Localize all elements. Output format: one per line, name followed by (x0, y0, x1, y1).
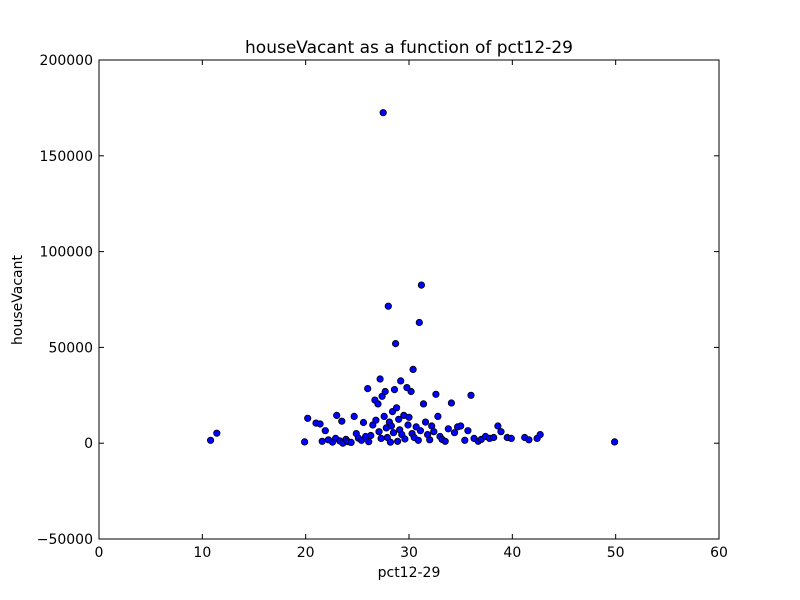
data-point (380, 412, 388, 420)
x-tick-label: 30 (400, 545, 418, 561)
data-point (391, 339, 400, 348)
data-point (404, 421, 412, 429)
data-point (450, 429, 459, 437)
data-point (467, 391, 475, 399)
data-point (536, 430, 544, 439)
data-point (381, 387, 389, 396)
x-tick-label: 50 (607, 545, 625, 561)
data-point (379, 109, 387, 117)
data-point (393, 437, 402, 445)
data-point (444, 425, 452, 433)
data-point (507, 434, 515, 442)
data-point (365, 438, 373, 446)
data-point (464, 427, 472, 435)
data-point (407, 387, 415, 396)
data-point (316, 420, 324, 428)
data-point (409, 365, 417, 373)
data-point (384, 302, 392, 310)
data-point (364, 384, 372, 393)
data-point (376, 375, 384, 383)
data-point (525, 436, 533, 444)
data-point (367, 431, 375, 440)
data-point (430, 428, 438, 436)
data-point (300, 438, 309, 446)
data-point (417, 281, 425, 289)
data-point (490, 433, 498, 442)
data-point (405, 413, 413, 421)
data-point (426, 436, 434, 444)
data-point (392, 404, 401, 412)
y-axis: −50000 0 50000 100000 150000 200000 (37, 53, 719, 548)
x-tick-label: 10 (193, 545, 211, 561)
data-point (419, 400, 428, 408)
x-tick-label: 40 (503, 545, 521, 561)
data-point (416, 427, 424, 435)
y-tick-label: 100000 (40, 245, 93, 261)
data-point (304, 414, 312, 422)
data-point (414, 436, 422, 444)
data-point (377, 434, 385, 442)
data-point (497, 428, 505, 436)
data-point (350, 412, 358, 420)
data-point (374, 400, 382, 408)
plot-frame (98, 59, 720, 540)
data-point (333, 411, 341, 419)
x-axis-label: pct12-29 (378, 565, 441, 581)
data-point (372, 416, 380, 424)
data-point (207, 436, 215, 444)
chart-title: houseVacant as a function of pct12-29 (245, 38, 573, 58)
data-point (318, 437, 326, 445)
data-point (338, 417, 346, 425)
data-point (390, 385, 399, 394)
data-point (610, 438, 619, 446)
y-tick-label: 150000 (40, 149, 93, 165)
data-point (434, 412, 442, 420)
data-point (359, 418, 368, 427)
x-tick-label: 60 (710, 545, 728, 561)
data-point (389, 429, 398, 437)
data-point (494, 422, 502, 430)
data-point (321, 427, 329, 435)
data-point (395, 415, 403, 423)
y-tick-label: −50000 (37, 532, 93, 548)
data-point (461, 436, 469, 444)
data-point (447, 399, 455, 407)
data-point (457, 422, 465, 430)
x-tick-label: 20 (297, 545, 315, 561)
data-point (213, 429, 221, 437)
data-point (387, 422, 395, 430)
data-point (415, 318, 423, 327)
x-axis: 0 10 20 30 40 50 60 (95, 60, 728, 561)
data-point (397, 377, 405, 385)
x-tick-label: 0 (95, 545, 104, 561)
data-point (386, 438, 394, 446)
data-point (421, 418, 430, 426)
data-point (441, 437, 449, 445)
points-layer (207, 109, 619, 447)
data-point (375, 428, 383, 436)
y-tick-label: 0 (84, 436, 93, 452)
data-point (401, 435, 409, 443)
data-point (432, 390, 440, 398)
y-axis-label: houseVacant (10, 255, 26, 345)
y-tick-label: 50000 (48, 340, 93, 356)
data-point (347, 438, 355, 446)
y-tick-label: 200000 (40, 53, 93, 69)
